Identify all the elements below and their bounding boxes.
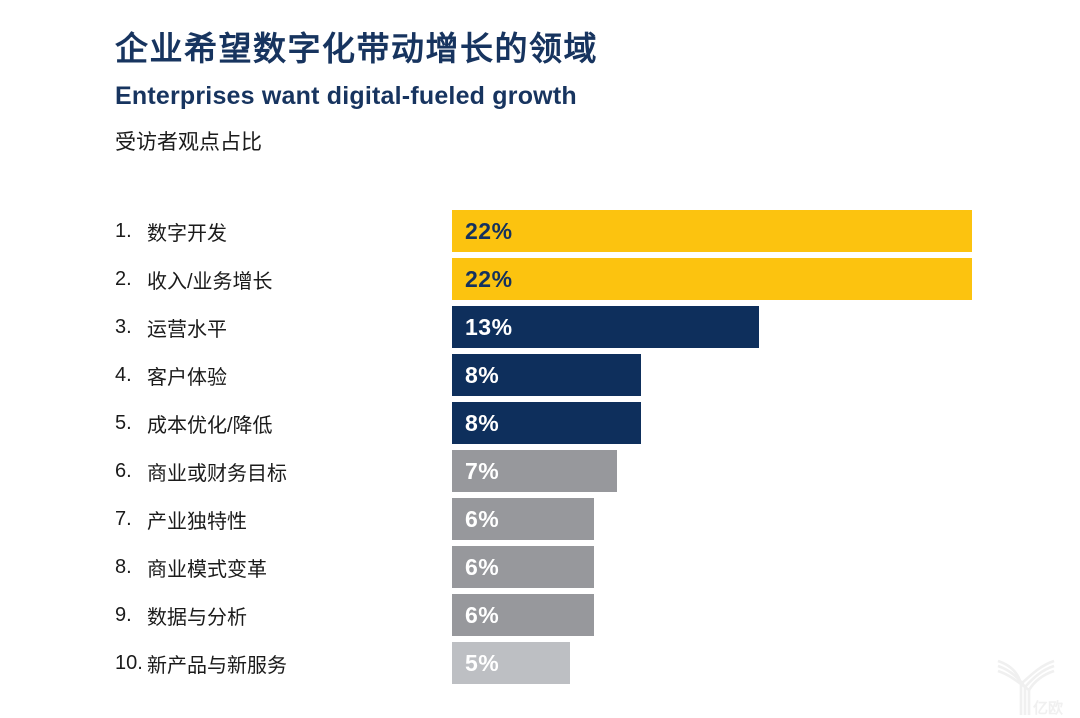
row-category: 数据与分析 [147,606,247,629]
row-label: 6. 商业或财务目标 [115,457,452,486]
chart-row: 9. 数据与分析 6% [115,594,972,636]
row-rank: 5. [115,411,132,434]
row-category: 客户体验 [147,366,227,389]
bar: 6% [452,498,594,540]
row-category: 商业或财务目标 [147,462,287,485]
yiou-logo-icon: 亿欧 [997,659,1063,717]
bar-value-label: 5% [465,649,500,676]
bar-value-label: 13% [465,313,513,340]
row-label: 10. 新产品与新服务 [115,649,452,678]
bar-value-label: 6% [465,601,500,628]
bar: 13% [452,306,759,348]
row-rank: 2. [115,267,132,290]
bar-value-label: 22% [465,217,513,244]
watermark-text-glyph: 亿欧 [1033,699,1063,717]
row-rank: 9. [115,603,132,626]
bar: 7% [452,450,617,492]
bar: 22% [452,258,972,300]
bar: 22% [452,210,972,252]
row-label: 4. 客户体验 [115,361,452,390]
row-category: 产业独特性 [147,510,247,533]
bar-chart: 1. 数字开发 22% 2. 收入/业务增长 22% 3. 运营水平 13% 4. 客户体验 8% 5.… [115,210,972,690]
row-rank: 3. [115,315,132,338]
row-rank: 8. [115,555,132,578]
row-category: 收入/业务增长 [147,270,273,293]
row-rank: 6. [115,459,132,482]
chart-row: 4. 客户体验 8% [115,354,972,396]
row-label: 9. 数据与分析 [115,601,452,630]
bar: 6% [452,546,594,588]
row-label: 2. 收入/业务增长 [115,265,452,294]
row-label: 1. 数字开发 [115,217,452,246]
page-title: 企业希望数字化带动增长的领域 [115,30,598,67]
row-label: 5. 成本优化/降低 [115,409,452,438]
chart-row: 1. 数字开发 22% [115,210,972,252]
bar-value-label: 6% [465,505,500,532]
chart-row: 6. 商业或财务目标 7% [115,450,972,492]
bar: 5% [452,642,570,684]
row-rank: 4. [115,363,132,386]
bar: 8% [452,402,641,444]
row-category: 运营水平 [147,318,227,341]
chart-row: 3. 运营水平 13% [115,306,972,348]
chart-row: 7. 产业独特性 6% [115,498,972,540]
row-rank: 7. [115,507,132,530]
row-label: 7. 产业独特性 [115,505,452,534]
bar-value-label: 8% [465,361,500,388]
page-subtitle: Enterprises want digital-fueled growth [115,82,577,110]
row-category: 新产品与新服务 [147,654,287,677]
row-category: 数字开发 [147,222,227,245]
bar: 6% [452,594,594,636]
row-category: 商业模式变革 [147,558,267,581]
bar-value-label: 8% [465,409,500,436]
chart-note: 受访者观点占比 [115,131,262,154]
chart-row: 8. 商业模式变革 6% [115,546,972,588]
bar: 8% [452,354,641,396]
bar-value-label: 22% [465,265,513,292]
bar-value-label: 6% [465,553,500,580]
chart-row: 5. 成本优化/降低 8% [115,402,972,444]
chart-row: 2. 收入/业务增长 22% [115,258,972,300]
row-label: 8. 商业模式变革 [115,553,452,582]
row-rank: 10. [115,651,143,674]
row-label: 3. 运营水平 [115,313,452,342]
row-category: 成本优化/降低 [147,414,273,437]
chart-row: 10. 新产品与新服务 5% [115,642,972,684]
watermark: 亿欧 [996,658,1072,718]
row-rank: 1. [115,219,132,242]
bar-value-label: 7% [465,457,500,484]
